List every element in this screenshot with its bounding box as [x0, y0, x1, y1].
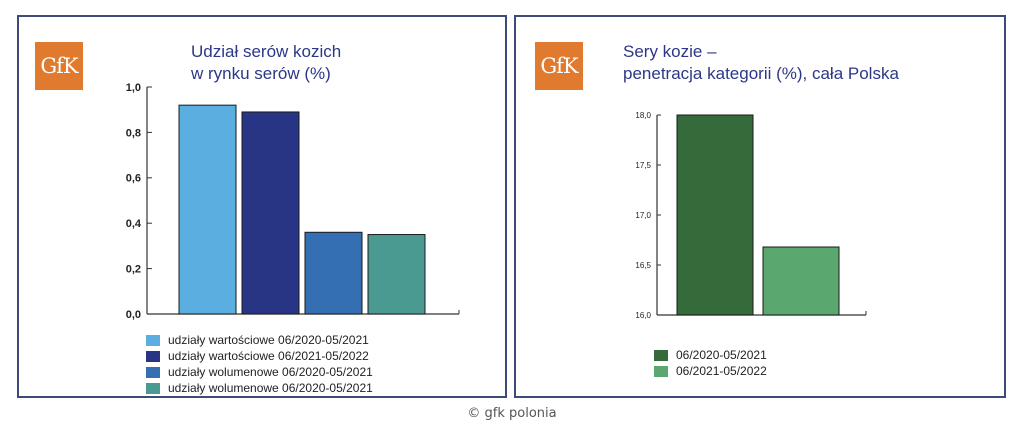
- gfk-logo: GfK: [35, 42, 83, 90]
- legend-item: 06/2020-05/2021: [654, 347, 767, 363]
- bar-2: [241, 111, 300, 315]
- legend-swatch: [654, 365, 668, 377]
- bar-2: [762, 246, 840, 316]
- y-tick-label: 0,4: [126, 218, 142, 230]
- gfk-logo: GfK: [535, 42, 583, 90]
- y-tick-label: 0,0: [126, 309, 141, 321]
- legend-label: udziały wolumenowe 06/2020-05/2021: [168, 381, 373, 395]
- legend-item: udziały wartościowe 06/2021-05/2022: [146, 348, 373, 364]
- bar-3: [304, 231, 363, 315]
- y-tick-label: 18,0: [635, 111, 651, 120]
- chart-title-line-1: Sery kozie –: [623, 42, 717, 61]
- y-tick-label: 16,5: [635, 261, 651, 270]
- y-tick-label: 0,2: [126, 263, 141, 275]
- legend-label: 06/2021-05/2022: [676, 364, 767, 378]
- y-tick-label: 17,5: [635, 161, 651, 170]
- legend-swatch: [146, 366, 160, 378]
- chart-legend: 06/2020-05/2021 06/2021-05/2022: [654, 347, 767, 379]
- bar-chart: 16,0 16,5 17,0 17,5 18,0: [635, 111, 867, 320]
- chart-title: Sery kozie – penetracja kategorii (%), c…: [623, 41, 899, 85]
- legend-label: udziały wartościowe 06/2021-05/2022: [168, 349, 369, 363]
- legend-item: udziały wolumenowe 06/2020-05/2021: [146, 380, 373, 396]
- chart-legend: udziały wartościowe 06/2020-05/2021 udzia…: [146, 332, 373, 396]
- chart-title: Udział serów kozich w rynku serów (%): [191, 41, 341, 85]
- legend-label: udziały wartościowe 06/2020-05/2021: [168, 333, 369, 347]
- legend-swatch: [146, 350, 160, 362]
- chart-title-line-2: penetracja kategorii (%), cała Polska: [623, 64, 899, 83]
- chart-panel-goat-cheese-share: GfK Udział serów kozich w rynku serów (%…: [17, 15, 507, 398]
- legend-label: udziały wolumenowe 06/2020-05/2021: [168, 365, 373, 379]
- legend-item: udziały wartościowe 06/2020-05/2021: [146, 332, 373, 348]
- legend-swatch: [146, 334, 160, 346]
- y-tick-label: 1,0: [126, 82, 141, 94]
- bar-1: [676, 114, 754, 316]
- bar-4: [367, 234, 426, 315]
- y-tick-label: 17,0: [635, 211, 651, 220]
- y-tick-label: 16,0: [635, 311, 651, 320]
- chart-title-line-2: w rynku serów (%): [191, 64, 331, 83]
- y-tick-label: 0,8: [126, 127, 141, 139]
- legend-swatch: [654, 349, 668, 361]
- chart-title-line-1: Udział serów kozich: [191, 42, 342, 61]
- y-tick-label: 0,6: [126, 173, 141, 185]
- bar-1: [178, 104, 237, 315]
- copyright-footer: © gfk polonia: [467, 406, 557, 421]
- legend-item: udziały wolumenowe 06/2020-05/2021: [146, 364, 373, 380]
- legend-item: 06/2021-05/2022: [654, 363, 767, 379]
- legend-label: 06/2020-05/2021: [676, 348, 767, 362]
- bar-chart: 0,0 0,2 0,4 0,6 0,8 1,0: [126, 82, 460, 321]
- legend-swatch: [146, 382, 160, 394]
- chart-panel-goat-cheese-penetration: GfK Sery kozie – penetracja kategorii (%…: [514, 15, 1006, 398]
